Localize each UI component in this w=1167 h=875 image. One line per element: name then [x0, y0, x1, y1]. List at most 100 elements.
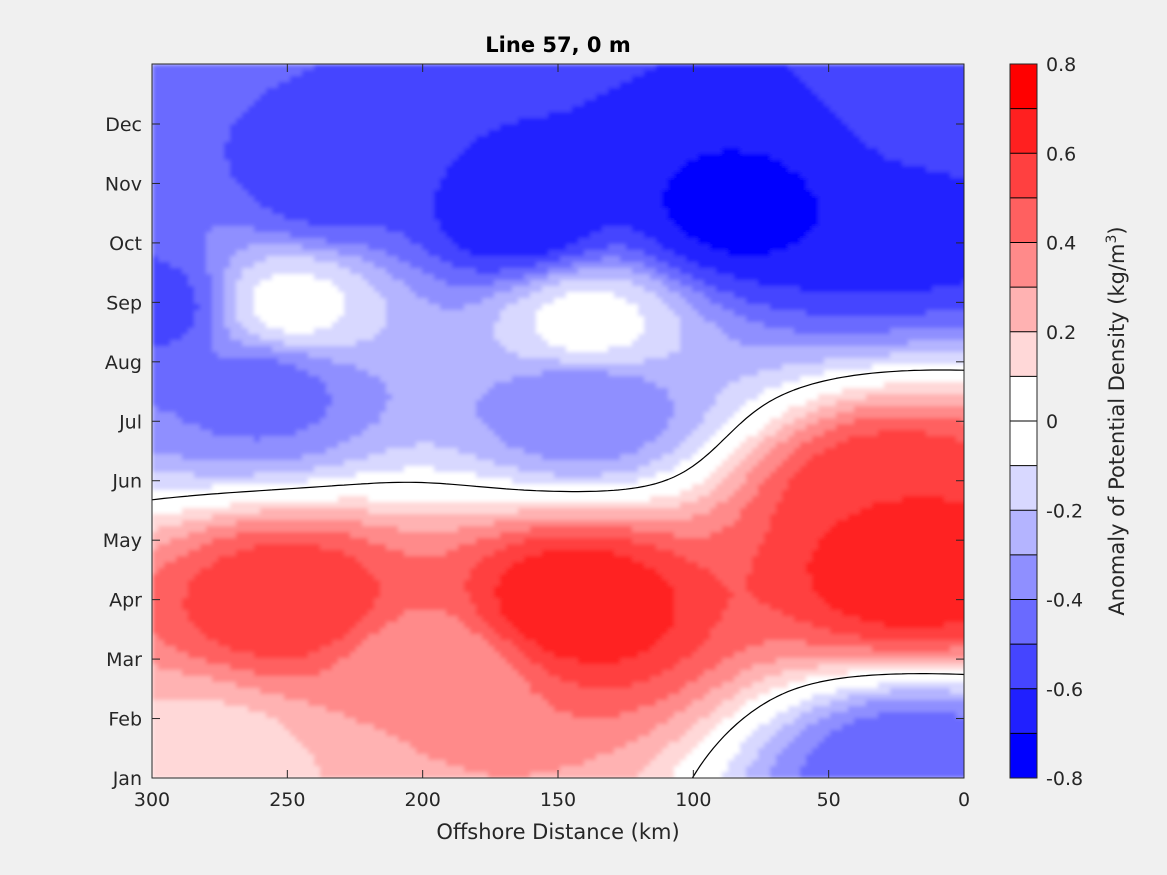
contour-cell — [740, 232, 747, 239]
contour-cell — [884, 220, 891, 227]
contour-cell — [254, 238, 261, 245]
contour-cell — [434, 184, 441, 191]
contour-cell — [770, 238, 777, 245]
contour-cell — [254, 262, 261, 269]
contour-cell — [242, 136, 249, 143]
contour-cell — [344, 64, 351, 71]
contour-cell — [932, 232, 939, 239]
contour-cell — [734, 64, 741, 71]
contour-cell — [692, 244, 699, 251]
contour-cell — [878, 148, 885, 155]
contour-cell — [314, 214, 321, 221]
contour-cell — [572, 106, 579, 113]
contour-cell — [962, 232, 964, 239]
contour-cell — [608, 82, 615, 89]
contour-cell — [290, 214, 297, 221]
contour-cell — [458, 154, 465, 161]
contour-cell — [266, 130, 273, 137]
contour-cell — [302, 172, 309, 179]
contour-cell — [752, 244, 759, 251]
contour-cell — [188, 214, 195, 221]
contour-cell — [200, 226, 207, 233]
contour-cell — [452, 196, 459, 203]
contour-cell — [614, 166, 621, 173]
contour-cell — [668, 184, 675, 191]
contour-cell — [296, 70, 303, 77]
contour-cell — [752, 112, 759, 119]
contour-cell — [224, 172, 231, 179]
contour-cell — [176, 280, 183, 287]
contour-cell — [290, 250, 297, 257]
contour-cell — [428, 226, 435, 233]
contour-cell — [380, 178, 387, 185]
contour-cell — [248, 136, 255, 143]
contour-cell — [866, 262, 873, 269]
contour-cell — [236, 154, 243, 161]
contour-cell — [518, 160, 525, 167]
contour-cell — [326, 208, 333, 215]
contour-cell — [848, 82, 855, 89]
contour-cell — [548, 250, 555, 257]
contour-cell — [620, 154, 627, 161]
contour-cell — [764, 178, 771, 185]
contour-cell — [674, 238, 681, 245]
contour-cell — [632, 148, 639, 155]
contour-cell — [158, 118, 165, 125]
contour-cell — [902, 124, 909, 131]
contour-cell — [944, 268, 951, 275]
contour-cell — [530, 208, 537, 215]
contour-cell — [380, 136, 387, 143]
contour-cell — [308, 220, 315, 227]
contour-cell — [818, 136, 825, 143]
contour-cell — [734, 202, 741, 209]
contour-cell — [236, 94, 243, 101]
contour-cell — [800, 82, 807, 89]
contour-cell — [560, 118, 567, 125]
contour-cell — [572, 64, 579, 71]
contour-cell — [614, 160, 621, 167]
contour-cell — [722, 178, 729, 185]
contour-cell — [476, 106, 483, 113]
contour-cell — [398, 232, 405, 239]
contour-cell — [482, 184, 489, 191]
contour-cell — [164, 274, 171, 281]
contour-cell — [908, 196, 915, 203]
contour-cell — [704, 256, 711, 263]
contour-cell — [620, 148, 627, 155]
contour-cell — [872, 130, 879, 137]
contour-cell — [278, 70, 285, 77]
contour-cell — [236, 88, 243, 95]
contour-cell — [326, 100, 333, 107]
contour-cell — [188, 148, 195, 155]
contour-cell — [782, 172, 789, 179]
contour-cell — [770, 76, 777, 83]
contour-cell — [902, 214, 909, 221]
contour-cell — [284, 178, 291, 185]
contour-cell — [662, 202, 669, 209]
contour-cell — [386, 178, 393, 185]
contour-cell — [704, 196, 711, 203]
contour-cell — [872, 160, 879, 167]
contour-cell — [392, 190, 399, 197]
contour-cell — [416, 172, 423, 179]
contour-cell — [356, 166, 363, 173]
contour-cell — [818, 256, 825, 263]
contour-cell — [278, 130, 285, 137]
contour-cell — [224, 166, 231, 173]
contour-cell — [614, 184, 621, 191]
contour-cell — [626, 268, 633, 275]
contour-cell — [314, 280, 321, 287]
contour-cell — [932, 106, 939, 113]
contour-cell — [530, 214, 537, 221]
contour-cell — [692, 184, 699, 191]
contour-cell — [932, 70, 939, 77]
contour-cell — [800, 190, 807, 197]
contour-cell — [272, 112, 279, 119]
contour-cell — [776, 94, 783, 101]
contour-cell — [242, 244, 249, 251]
contour-cell — [410, 220, 417, 227]
contour-cell — [506, 82, 513, 89]
contour-cell — [218, 244, 225, 251]
contour-cell — [734, 106, 741, 113]
contour-cell — [956, 268, 963, 275]
